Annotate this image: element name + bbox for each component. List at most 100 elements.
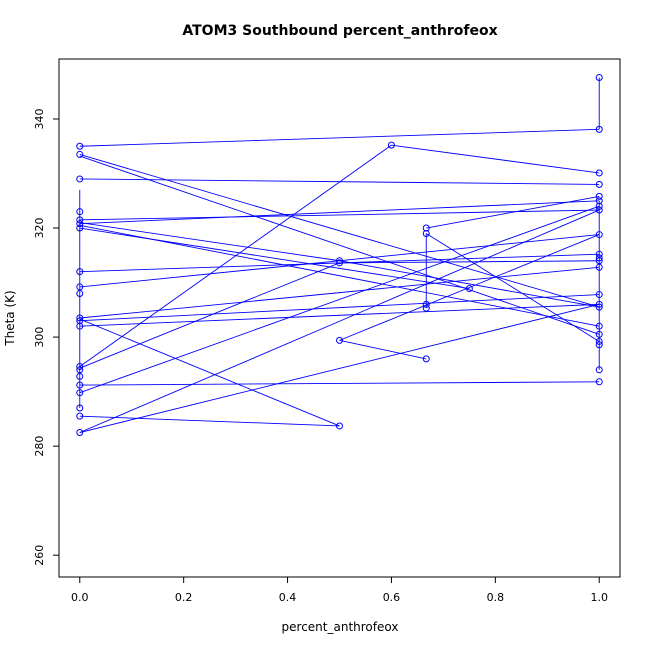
data-point [595,300,603,308]
data-point [595,303,603,311]
data-point [422,355,430,363]
data-point [76,381,84,389]
data-point [595,263,603,271]
data-point [76,322,84,330]
data-point [336,259,343,267]
x-tick-label: 0.6 [383,591,401,604]
y-tick-label: 340 [33,108,46,129]
data-point [76,220,84,228]
data-point [465,285,473,293]
data-point [422,300,430,308]
data-point [595,202,603,210]
data-point [595,337,603,345]
data-point [76,366,84,374]
data-point [595,192,603,200]
series-line-segment [79,294,600,322]
data-point [76,363,84,371]
data-point [76,208,84,216]
data-point [422,304,430,312]
x-tick-label: 1.0 [590,591,608,604]
series-line-segment [339,234,600,341]
series-points [76,74,603,437]
y-tick-label: 320 [33,218,46,239]
data-point [422,229,430,237]
series-line-segment [79,266,600,319]
x-tick-label: 0.2 [175,591,193,604]
data-point [595,231,603,239]
series-line-segment [339,260,600,308]
series-line-segment [339,339,427,360]
series-line-segment [79,318,340,427]
series-line-segment [79,153,600,308]
data-point [595,257,603,265]
data-point [336,336,343,344]
data-point [76,289,84,297]
data-point [595,206,603,214]
y-tick-label: 260 [33,545,46,566]
series-line-segment [79,155,600,335]
series-line-segment [391,144,600,174]
y-axis-label: Theta (K) [3,290,17,346]
data-point [595,341,603,349]
data-point [76,283,84,291]
data-point [595,180,603,188]
data-point [422,224,430,232]
series-line-segment [79,262,340,369]
series-line-segment [79,209,600,433]
series-line-segment [426,195,600,229]
series-line-segment [79,128,600,147]
data-point [595,254,603,262]
plot-frame [58,58,621,578]
data-point [595,197,603,205]
data-point [595,74,603,82]
data-point [595,322,603,330]
data-point [336,257,343,265]
data-point [76,175,84,183]
data-point [595,291,603,299]
data-point [76,317,84,325]
series-lines [79,77,600,433]
data-point [76,404,84,412]
data-point [595,330,603,338]
data-point [76,268,84,276]
data-point [76,216,84,224]
chart-title: ATOM3 Southbound percent_anthrofeox [182,23,497,39]
y-tick-label: 300 [33,327,46,348]
series-line-segment [79,303,600,327]
data-point [76,314,84,322]
data-point [76,150,84,158]
data-point [595,250,603,258]
data-point [76,412,84,420]
series-line-segment [79,144,392,367]
x-axis-label: percent_anthrofeox [282,620,399,634]
y-tick-label: 280 [33,436,46,457]
series-line-segment [79,415,340,427]
series-line-segment [79,222,340,262]
data-point [336,422,343,430]
data-point [76,429,84,437]
data-point [595,169,603,177]
series-line-segment [79,381,600,386]
x-tick-label: 0.8 [487,591,505,604]
data-point [387,141,395,149]
x-tick-label: 0.4 [279,591,297,604]
data-point [595,378,603,386]
y-axis: 260 280 300 320 340 [33,108,59,566]
data-point [595,366,603,374]
x-tick-label: 0.0 [71,591,89,604]
data-point [76,142,84,150]
data-point [595,125,603,133]
series-line-segment [79,205,600,394]
series-line-segment [79,303,600,433]
data-point [76,389,84,397]
series-line-segment [426,233,600,342]
x-axis: 0.0 0.2 0.4 0.6 0.8 1.0 [71,577,608,604]
series-line-segment [339,260,600,264]
series-line-segment [79,200,600,225]
data-point [76,372,84,380]
data-point [76,224,84,232]
series-line-segment [79,209,600,221]
series-line-segment [79,234,600,288]
series-line-segment [79,224,600,327]
